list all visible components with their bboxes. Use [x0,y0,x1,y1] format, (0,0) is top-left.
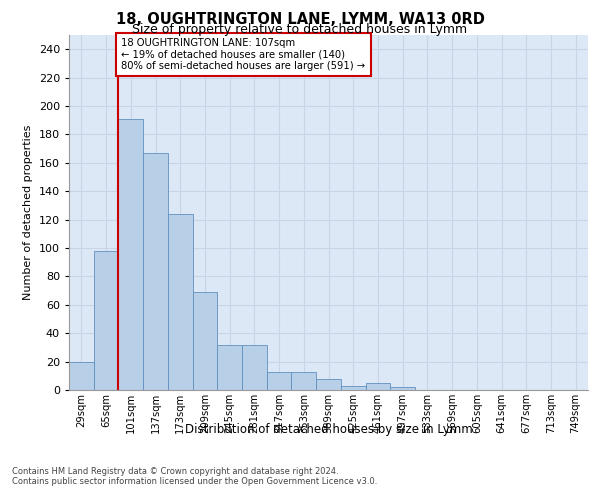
Bar [143,153,168,390]
Text: Distribution of detached houses by size in Lymm: Distribution of detached houses by size … [185,422,473,436]
Bar [168,214,193,390]
Text: Contains HM Land Registry data © Crown copyright and database right 2024.: Contains HM Land Registry data © Crown c… [12,468,338,476]
Text: Contains public sector information licensed under the Open Government Licence v3: Contains public sector information licen… [12,478,377,486]
Y-axis label: Number of detached properties: Number of detached properties [23,125,33,300]
Bar [292,372,316,390]
Text: 18, OUGHTRINGTON LANE, LYMM, WA13 0RD: 18, OUGHTRINGTON LANE, LYMM, WA13 0RD [116,12,484,26]
Text: 18 OUGHTRINGTON LANE: 107sqm
← 19% of detached houses are smaller (140)
80% of s: 18 OUGHTRINGTON LANE: 107sqm ← 19% of de… [121,38,365,71]
Bar [267,372,292,390]
Bar [94,251,118,390]
Bar [390,387,415,390]
Bar [341,386,365,390]
Bar [242,344,267,390]
Bar [316,378,341,390]
Bar [118,119,143,390]
Text: Size of property relative to detached houses in Lymm: Size of property relative to detached ho… [133,22,467,36]
Bar [365,383,390,390]
Bar [217,344,242,390]
Bar [193,292,217,390]
Bar [69,362,94,390]
